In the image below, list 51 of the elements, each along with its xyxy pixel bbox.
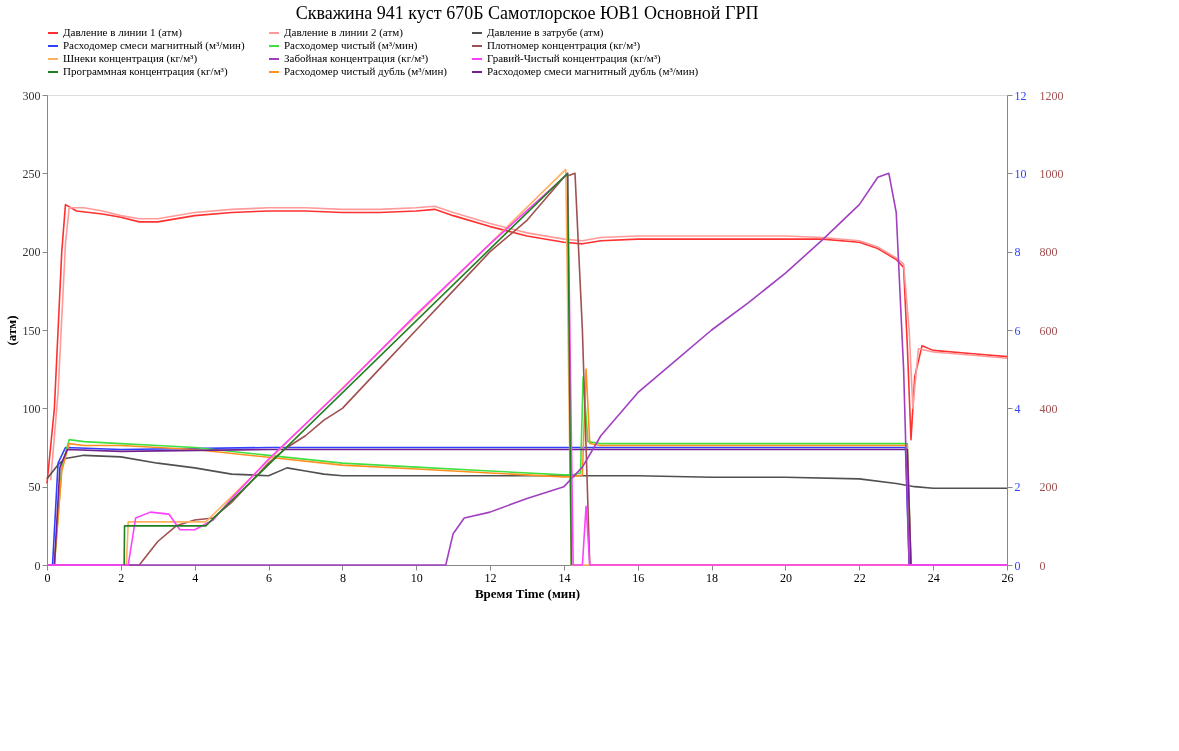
legend-label: Программная концентрация (кг/м³) bbox=[63, 65, 228, 78]
y-tick-label: 100 bbox=[22, 401, 41, 416]
line-series bbox=[46, 454, 1008, 490]
legend-label: Гравий-Чистый концентрация (кг/м³) bbox=[487, 52, 661, 65]
legend-label: Забойная концентрация (кг/м³) bbox=[284, 52, 429, 65]
y2-tick-label: 12 bbox=[1014, 88, 1027, 103]
legend-label: Расходомер чистый дубль (м³/мин) bbox=[284, 65, 448, 78]
x-tick-label: 8 bbox=[339, 570, 346, 585]
x-tick-label: 12 bbox=[484, 570, 497, 585]
x-tick-label: 26 bbox=[1001, 570, 1014, 585]
y2-tick-label: 4 bbox=[1014, 401, 1021, 416]
y-tick-label: 50 bbox=[28, 480, 41, 495]
legend-label: Давление в линии 1 (атм) bbox=[63, 26, 183, 39]
y2-tick-label: 6 bbox=[1014, 323, 1021, 338]
legend-label: Шнеки концентрация (кг/м³) bbox=[63, 52, 198, 65]
x-tick-label: 18 bbox=[706, 570, 719, 585]
y2-tick-label: 10 bbox=[1014, 166, 1027, 181]
x-tick-label: 10 bbox=[410, 570, 423, 585]
x-tick-label: 2 bbox=[118, 570, 125, 585]
y-tick-label: 300 bbox=[22, 88, 41, 103]
legend-label: Плотномер концентрация (кг/м³) bbox=[487, 39, 641, 52]
y3-tick-label: 600 bbox=[1039, 323, 1058, 338]
x-tick-label: 16 bbox=[632, 570, 645, 585]
chart-title: Скважина 941 куст 670Б Самотлорское ЮВ1 Основной ГРП bbox=[295, 3, 759, 23]
x-tick-label: 0 bbox=[44, 570, 51, 585]
y3-tick-label: 1200 bbox=[1039, 88, 1064, 103]
legend-label: Расходомер смеси магнитный (м³/мин) bbox=[63, 39, 245, 52]
y3-tick-label: 400 bbox=[1039, 401, 1058, 416]
y2-tick-label: 8 bbox=[1014, 245, 1021, 260]
y-tick-label: 250 bbox=[22, 166, 41, 181]
legend-label: Давление в линии 2 (атм) bbox=[284, 26, 404, 39]
x-tick-label: 20 bbox=[779, 570, 792, 585]
legend-label: Давление в затрубе (атм) bbox=[487, 26, 604, 39]
legend-label: Расходомер смеси магнитный дубль (м³/мин) bbox=[487, 65, 699, 78]
y-tick-label: 200 bbox=[22, 245, 41, 260]
x-tick-label: 24 bbox=[927, 570, 940, 585]
y3-tick-label: 0 bbox=[1039, 558, 1046, 573]
x-tick-label: 22 bbox=[853, 570, 866, 585]
x-tick-label: 4 bbox=[192, 570, 199, 585]
y3-tick-label: 200 bbox=[1039, 480, 1058, 495]
x-tick-label: 6 bbox=[266, 570, 273, 585]
y3-tick-label: 800 bbox=[1039, 245, 1058, 260]
y2-tick-label: 0 bbox=[1014, 558, 1021, 573]
x-tick-label: 14 bbox=[558, 570, 571, 585]
x-axis-title: Время Time (мин) bbox=[474, 585, 581, 601]
legend-label: Расходомер чистый (м³/мин) bbox=[284, 39, 418, 52]
y3-tick-label: 1000 bbox=[1039, 166, 1064, 181]
y2-tick-label: 2 bbox=[1014, 480, 1021, 495]
y-tick-label: 0 bbox=[34, 558, 41, 573]
y-axis-title: (атм) bbox=[3, 315, 19, 346]
y-tick-label: 150 bbox=[22, 323, 41, 338]
